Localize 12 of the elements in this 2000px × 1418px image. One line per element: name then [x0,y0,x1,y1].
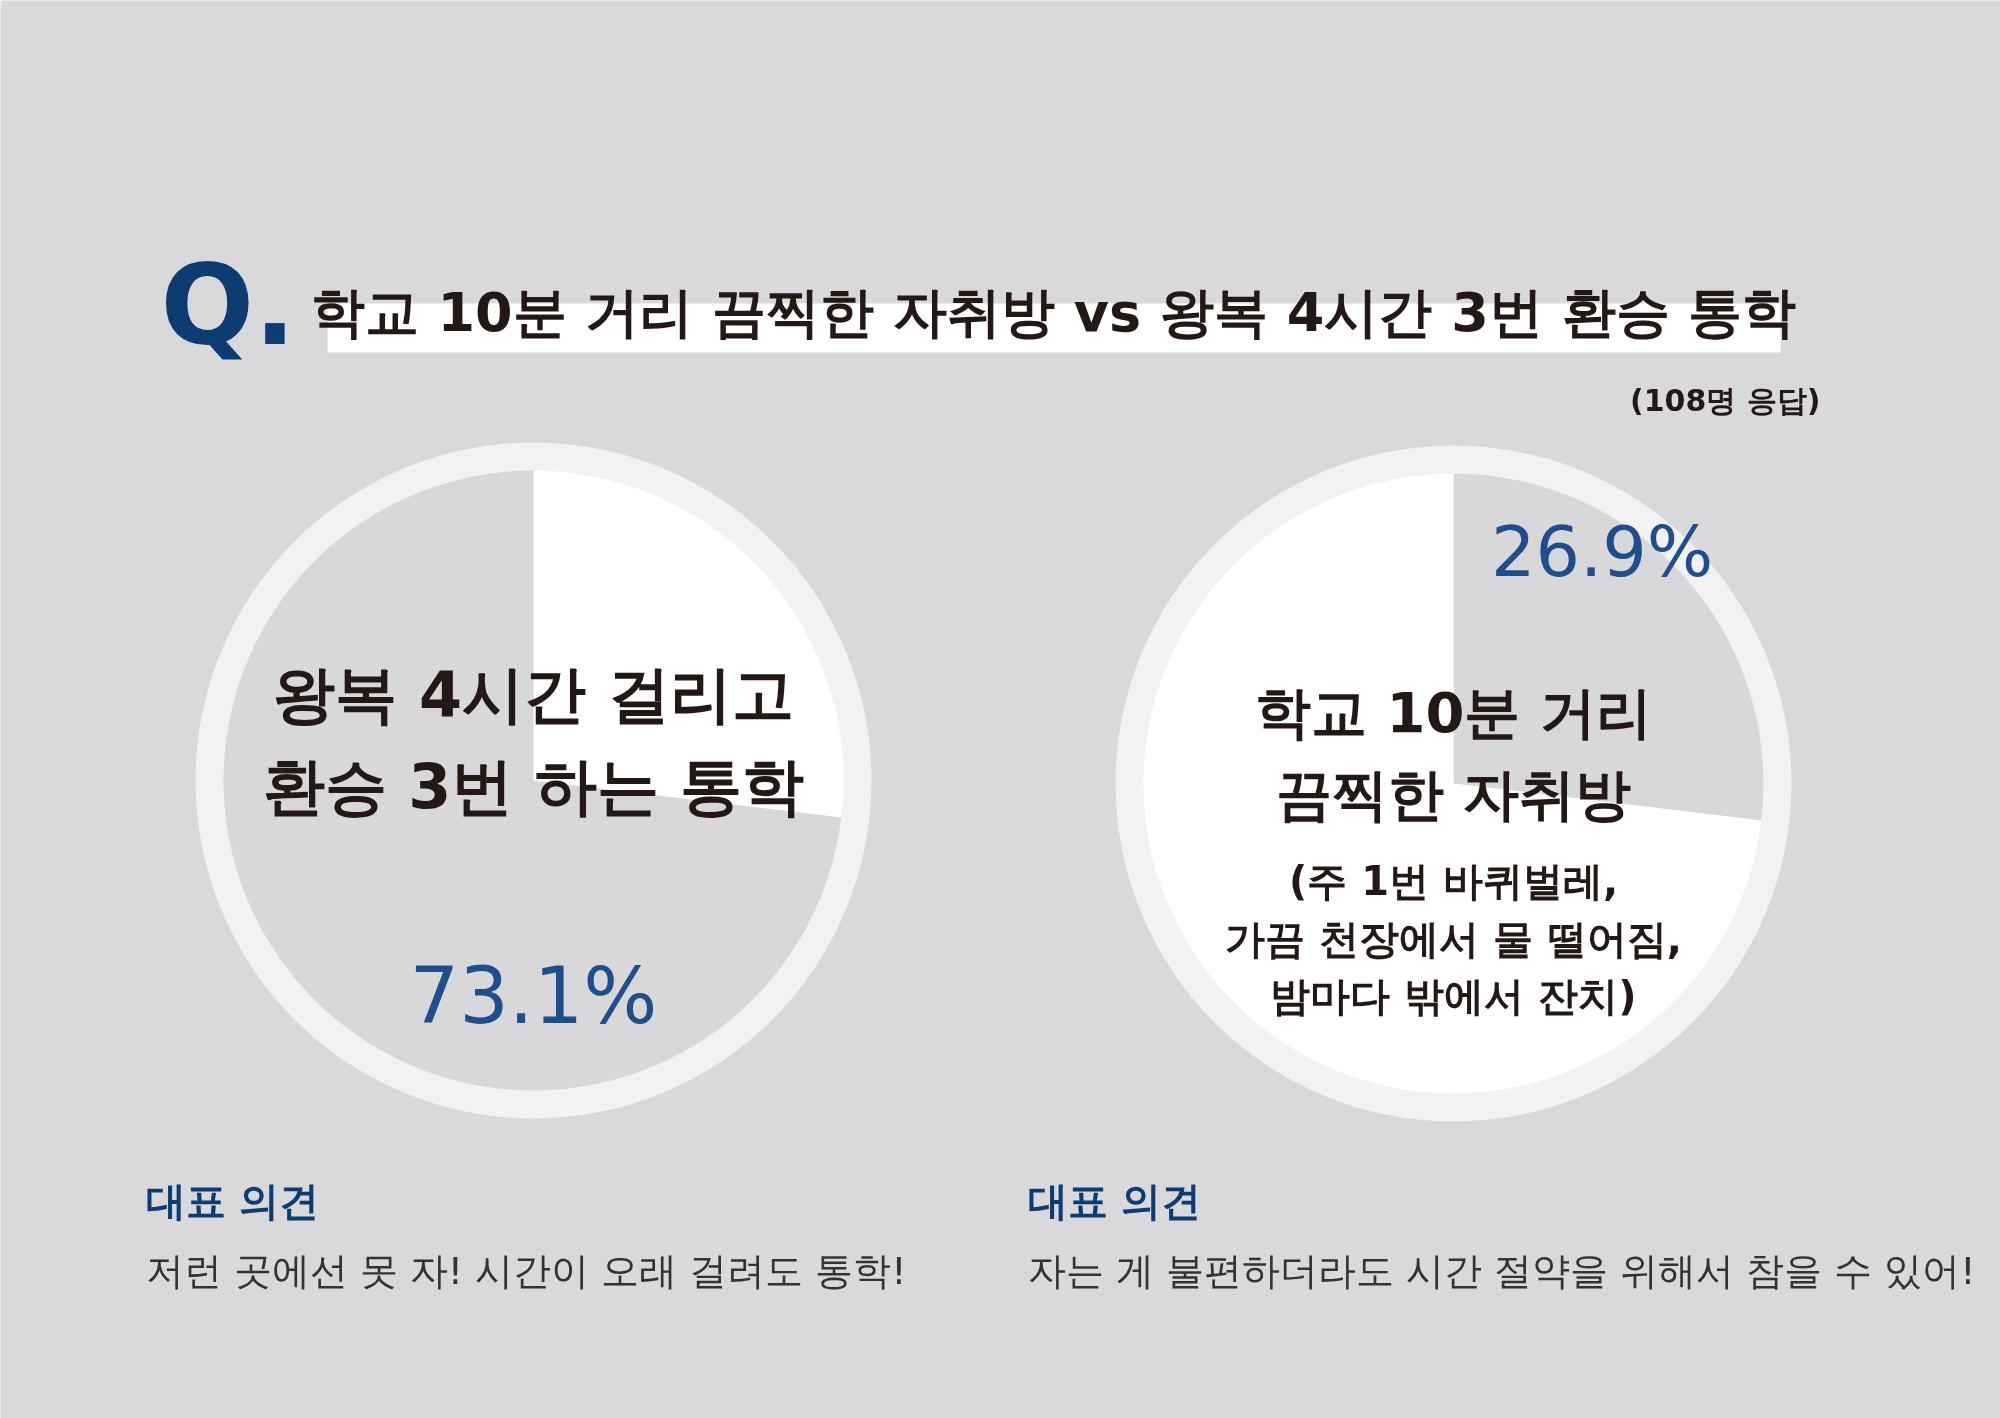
text: 학교 10분 거리 끔찍한 자취방 vs 왕복 4시간 3번 환승 통학 [310,281,1797,344]
text: Q. [160,241,296,370]
text: 대표 의견 [145,1177,320,1224]
data-label: 73.1% [409,950,658,1041]
text: (주 1번 바퀴벌레, 가끔 천장에서 물 떨어짐, 밤마다 밖에서 잔치) [1225,858,1682,1019]
text: 자는 게 불편하더라도 시간 절약을 위해서 참을 수 있어! [1027,1248,1976,1293]
text: 대표 의견 [1027,1177,1202,1224]
chart-subtitle: (108명 응답) [1630,383,1821,418]
data-label: 26.9% [1491,510,1714,593]
slice-label: 학교 10분 거리 끔찍한 자취방 [1255,680,1652,827]
slice-label: 왕복 4시간 걸리고 환승 3번 하는 통학 [262,658,805,823]
text: 저런 곳에선 못 자! 시간이 오래 걸려도 통학! [145,1248,907,1293]
